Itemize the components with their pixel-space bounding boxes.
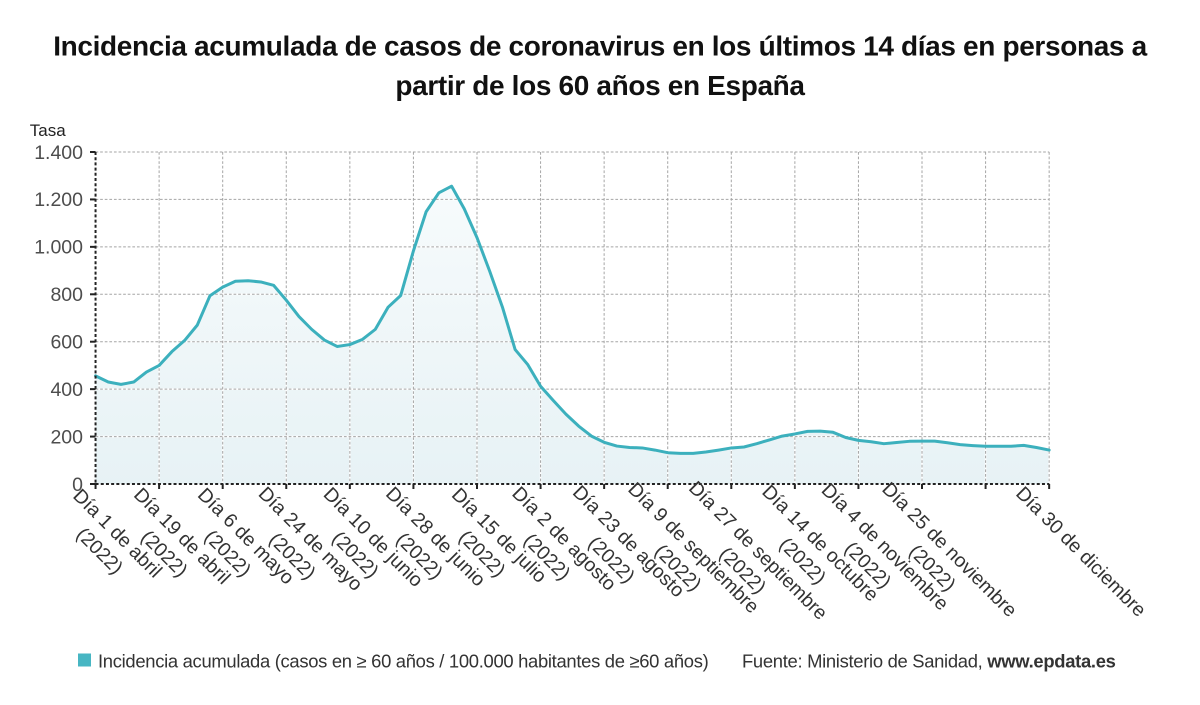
svg-text:800: 800 [50, 284, 83, 306]
svg-text:200: 200 [50, 426, 83, 448]
svg-text:600: 600 [50, 332, 83, 354]
svg-text:1.400: 1.400 [34, 142, 83, 164]
svg-text:1.000: 1.000 [34, 237, 83, 259]
svg-text:partir de los 60 años en Españ: partir de los 60 años en España [395, 70, 805, 101]
svg-text:Incidencia acumulada de casos: Incidencia acumulada de casos de coronav… [53, 30, 1147, 61]
svg-text:Tasa: Tasa [30, 121, 66, 140]
svg-text:Incidencia acumulada (casos en: Incidencia acumulada (casos en ≥ 60 años… [98, 651, 708, 672]
svg-text:1.200: 1.200 [34, 189, 83, 211]
svg-text:0: 0 [72, 474, 83, 496]
svg-text:Fuente: Ministerio de Sanidad,: Fuente: Ministerio de Sanidad, www.epdat… [742, 651, 1116, 672]
svg-text:400: 400 [50, 379, 83, 401]
